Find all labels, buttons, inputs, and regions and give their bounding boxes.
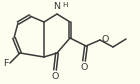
Text: F: F xyxy=(4,58,9,68)
Text: O: O xyxy=(102,36,109,45)
Text: O: O xyxy=(51,72,59,81)
Text: H: H xyxy=(62,2,67,8)
Text: N: N xyxy=(53,2,60,11)
Text: O: O xyxy=(80,63,88,72)
